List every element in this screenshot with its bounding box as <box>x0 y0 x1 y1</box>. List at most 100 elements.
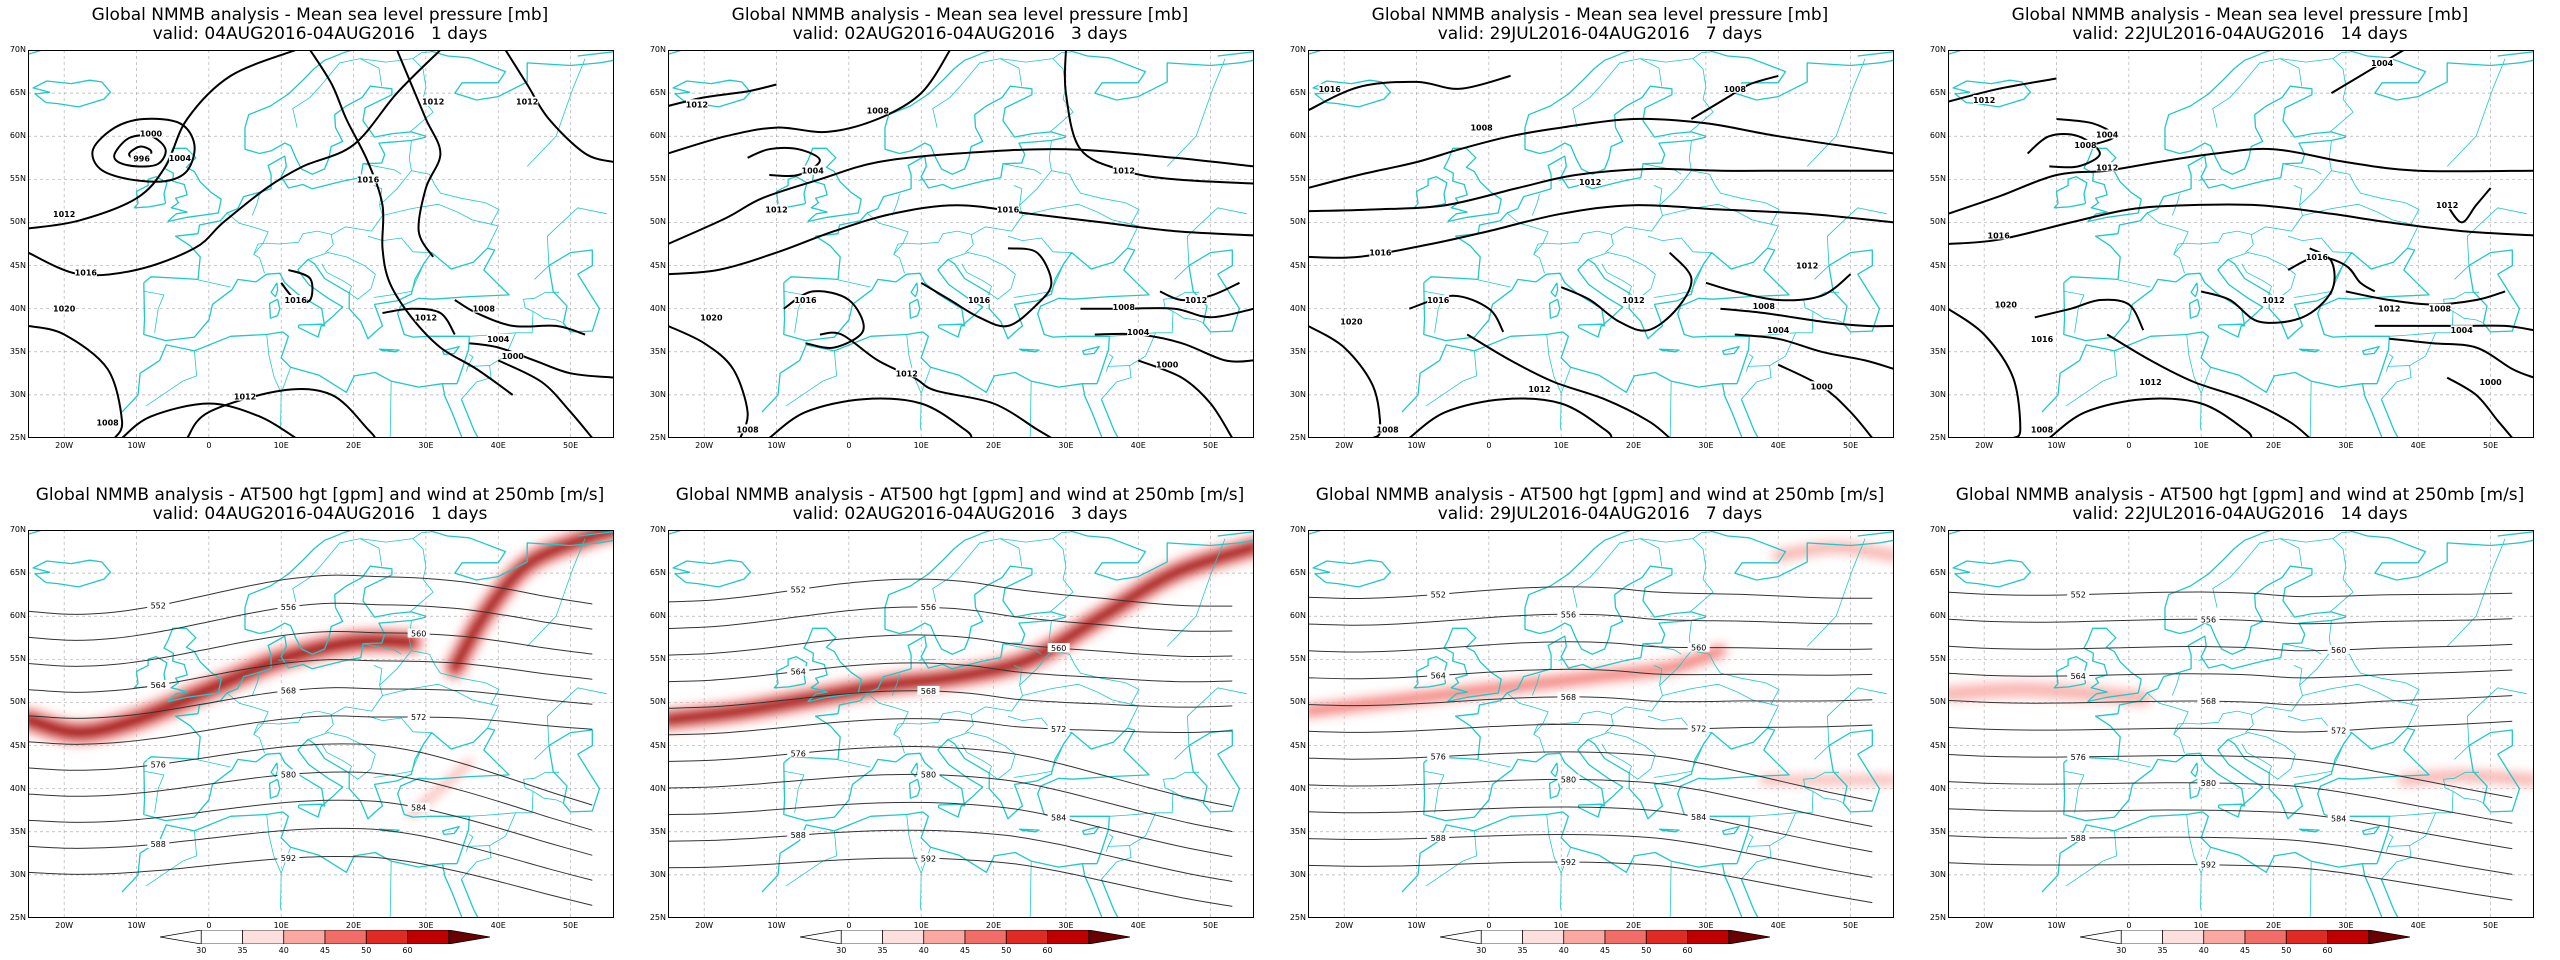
isobar-line <box>768 397 973 438</box>
lon-tick-label: 20E <box>345 921 362 930</box>
panel-valid-period: valid: 29JUL2016-04AUG2016 7 days <box>1437 504 1763 524</box>
svg-text:572: 572 <box>1691 725 1706 734</box>
svg-text:568: 568 <box>281 687 296 696</box>
isobar-line <box>1560 251 1693 332</box>
isobars <box>1308 74 1894 438</box>
colorbar-tick-label: 40 <box>1558 946 1569 955</box>
isobar-line <box>819 331 1052 438</box>
svg-text:556: 556 <box>2201 615 2216 624</box>
height-contour <box>668 690 1233 709</box>
lon-tick-label: 10W <box>1407 921 1426 930</box>
svg-text:1008: 1008 <box>473 305 496 314</box>
height-contour <box>1948 808 2513 850</box>
lon-tick-label: 0 <box>2126 441 2132 450</box>
lat-tick-label: 25N <box>9 433 26 442</box>
colorbar-tick-label: 45 <box>2239 946 2251 955</box>
height-contour <box>1308 751 1873 802</box>
lon-tick-label: 20E <box>2265 921 2282 930</box>
isobar-line <box>28 50 442 277</box>
svg-text:580: 580 <box>281 770 296 779</box>
lat-tick-label: 45N <box>649 740 666 750</box>
isobar-line <box>1948 147 2534 215</box>
svg-text:1020: 1020 <box>1340 318 1363 327</box>
colorbar-tick-label: 30 <box>2116 946 2127 955</box>
panel-valid-period: valid: 02AUG2016-04AUG2016 3 days <box>792 504 1128 524</box>
lat-tick-label: 40N <box>649 303 666 313</box>
svg-text:1008: 1008 <box>1753 302 1776 311</box>
map-frame <box>1948 530 2534 918</box>
height-contour <box>28 602 593 641</box>
lon-tick-label: 50E <box>2482 921 2499 930</box>
lat-tick-label: 65N <box>649 88 666 98</box>
lat-tick-label: 55N <box>1289 654 1306 664</box>
lon-tick-label: 30E <box>1058 441 1074 450</box>
svg-text:556: 556 <box>921 603 936 612</box>
lat-tick-label: 60N <box>1929 611 1946 621</box>
svg-text:1012: 1012 <box>2262 296 2284 305</box>
lon-tick-label: 10W <box>127 441 146 450</box>
lat-tick-label: 30N <box>1929 869 1946 879</box>
svg-text:576: 576 <box>151 760 166 769</box>
lat-tick-label: 55N <box>1929 174 1946 184</box>
svg-text:576: 576 <box>1431 753 1446 762</box>
svg-text:552: 552 <box>2071 591 2086 600</box>
colorbar-tick-label: 50 <box>1001 946 1012 955</box>
height-contour <box>1948 835 2513 875</box>
colorbar-tick-label: 60 <box>1682 946 1693 955</box>
lat-tick-label: 35N <box>1929 346 1946 356</box>
height-contour <box>1948 781 2513 824</box>
lat-tick-label: 30N <box>649 869 666 879</box>
lat-tick-label: 45N <box>1289 740 1306 750</box>
svg-text:580: 580 <box>921 771 936 780</box>
lat-tick-label: 30N <box>649 389 666 399</box>
country-borders <box>784 51 1247 438</box>
map-frame <box>1948 50 2534 438</box>
panel-valid-period: valid: 29JUL2016-04AUG2016 7 days <box>1437 24 1763 44</box>
lon-tick-label: 30E <box>418 921 434 930</box>
height-contour <box>1948 862 2513 901</box>
svg-text:1016: 1016 <box>1319 85 1342 94</box>
lon-tick-label: 30E <box>418 441 434 450</box>
colorbar-tick-label: 60 <box>1042 946 1053 955</box>
height-contour <box>668 718 1233 736</box>
map-area: 1012 1016 1004 1000 996 1020 1008 1012 1016 1012 1… <box>28 50 614 438</box>
mslp-panel-1: Global NMMB analysis - Mean sea level pr… <box>0 0 640 480</box>
map-frame <box>1308 530 1894 918</box>
lat-tick-label: 60N <box>1289 131 1306 141</box>
svg-text:1020: 1020 <box>53 305 76 314</box>
height-contour <box>668 606 1233 632</box>
svg-text:1012: 1012 <box>1796 262 1818 271</box>
height-contour <box>668 829 1233 882</box>
lat-tick-label: 60N <box>649 131 666 141</box>
isobar-line <box>2056 118 2116 146</box>
hgt-wind-panel-2: Global NMMB analysis - AT500 hgt [gpm] a… <box>640 480 1280 960</box>
lat-tick-label: 60N <box>1929 131 1946 141</box>
wind-colorbar: 30 35 40 45 50 60 <box>1440 930 1770 956</box>
lat-tick-label: 65N <box>649 568 666 578</box>
colorbar-tick-label: 35 <box>1517 946 1528 955</box>
svg-text:1012: 1012 <box>1622 296 1644 305</box>
isobar-line <box>1080 307 1254 319</box>
isobar-labels: 1012 1008 1004 1012 1016 1020 1008 1012 1016 1016… <box>686 99 1207 434</box>
svg-text:1008: 1008 <box>1376 425 1399 434</box>
height-contour <box>1308 723 1873 733</box>
svg-text:1020: 1020 <box>700 313 723 322</box>
hgt-wind-panel-4: Global NMMB analysis - AT500 hgt [gpm] a… <box>1920 480 2560 960</box>
svg-text:564: 564 <box>151 681 166 690</box>
lon-tick-label: 30E <box>1698 921 1714 930</box>
height-contour <box>1948 643 2513 652</box>
lon-tick-label: 50E <box>1842 921 1859 930</box>
coastlines <box>668 50 1254 438</box>
map-area: 552 556 560 564 568 572 576 580 584 588 592 <box>28 530 614 918</box>
lon-tick-label: 40E <box>1130 921 1146 930</box>
svg-text:560: 560 <box>1691 644 1706 653</box>
colorbar-tick-label: 45 <box>1599 946 1611 955</box>
height-contour <box>668 801 1233 857</box>
isobar-line <box>1777 363 1874 438</box>
graticule <box>1948 50 2534 438</box>
isobar-line <box>668 50 951 155</box>
lat-tick-label: 45N <box>1289 260 1306 270</box>
lat-tick-label: 40N <box>649 783 666 793</box>
country-borders <box>144 51 607 438</box>
svg-text:564: 564 <box>791 667 806 676</box>
